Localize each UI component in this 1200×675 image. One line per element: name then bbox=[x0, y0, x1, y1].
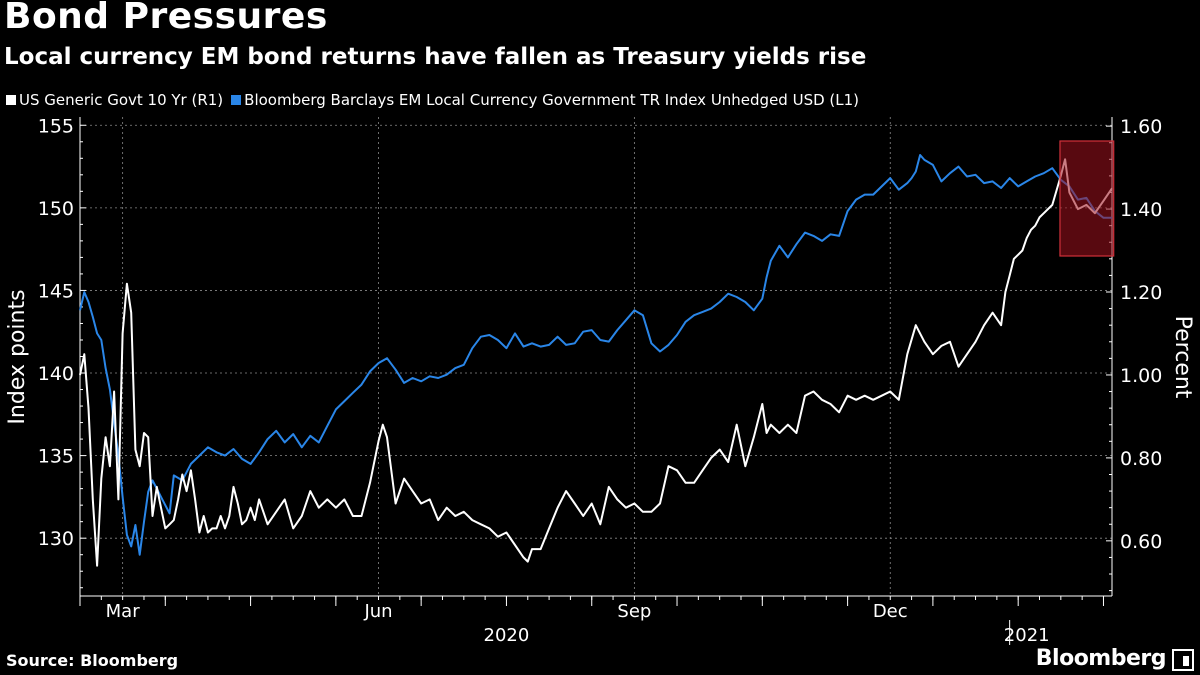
legend-item-em-index: Bloomberg Barclays EM Local Currency Gov… bbox=[231, 91, 859, 109]
right-axis-title: Percent bbox=[1170, 316, 1195, 399]
bloomberg-logo-icon bbox=[1172, 649, 1194, 671]
left-tick-label: 145 bbox=[38, 280, 74, 302]
right-tick-label: 0.80 bbox=[1120, 448, 1162, 470]
legend-label-us10y: US Generic Govt 10 Yr (R1) bbox=[19, 91, 224, 109]
legend-swatch-us10y bbox=[6, 95, 16, 105]
legend-item-us10y: US Generic Govt 10 Yr (R1) bbox=[6, 91, 223, 109]
bloomberg-logo: Bloomberg bbox=[1035, 646, 1167, 671]
right-tick-label: 1.40 bbox=[1120, 199, 1162, 221]
chart-subtitle: Local currency EM bond returns have fall… bbox=[4, 44, 867, 70]
x-tick-label: Sep bbox=[617, 601, 651, 622]
highlight-box bbox=[1059, 140, 1115, 257]
year-label: 2020 bbox=[484, 625, 530, 646]
year-label: 2021 bbox=[1004, 625, 1050, 646]
legend-swatch-em-index bbox=[231, 95, 242, 105]
x-tick-label: Dec bbox=[873, 601, 908, 622]
right-tick-label: 1.00 bbox=[1120, 365, 1162, 387]
legend: US Generic Govt 10 Yr (R1) Bloomberg Bar… bbox=[6, 91, 859, 109]
left-tick-label: 150 bbox=[38, 198, 74, 220]
series-line-us10y bbox=[79, 158, 1113, 567]
x-tick-label: Mar bbox=[106, 601, 141, 622]
x-tick-label: Jun bbox=[363, 601, 392, 622]
left-tick-label: 140 bbox=[38, 363, 74, 385]
chart-title: Bond Pressures bbox=[4, 0, 328, 37]
left-tick-label: 130 bbox=[38, 528, 74, 550]
left-tick-label: 135 bbox=[38, 446, 74, 468]
left-axis-title: Index points bbox=[5, 289, 30, 424]
left-tick-label: 155 bbox=[38, 115, 74, 137]
source-note: Source: Bloomberg bbox=[6, 651, 179, 670]
series-line-em-index bbox=[79, 154, 1112, 556]
right-tick-label: 0.60 bbox=[1120, 531, 1162, 553]
right-tick-label: 1.60 bbox=[1120, 116, 1162, 138]
legend-label-em-index: Bloomberg Barclays EM Local Currency Gov… bbox=[244, 91, 860, 109]
right-tick-label: 1.20 bbox=[1120, 282, 1162, 304]
